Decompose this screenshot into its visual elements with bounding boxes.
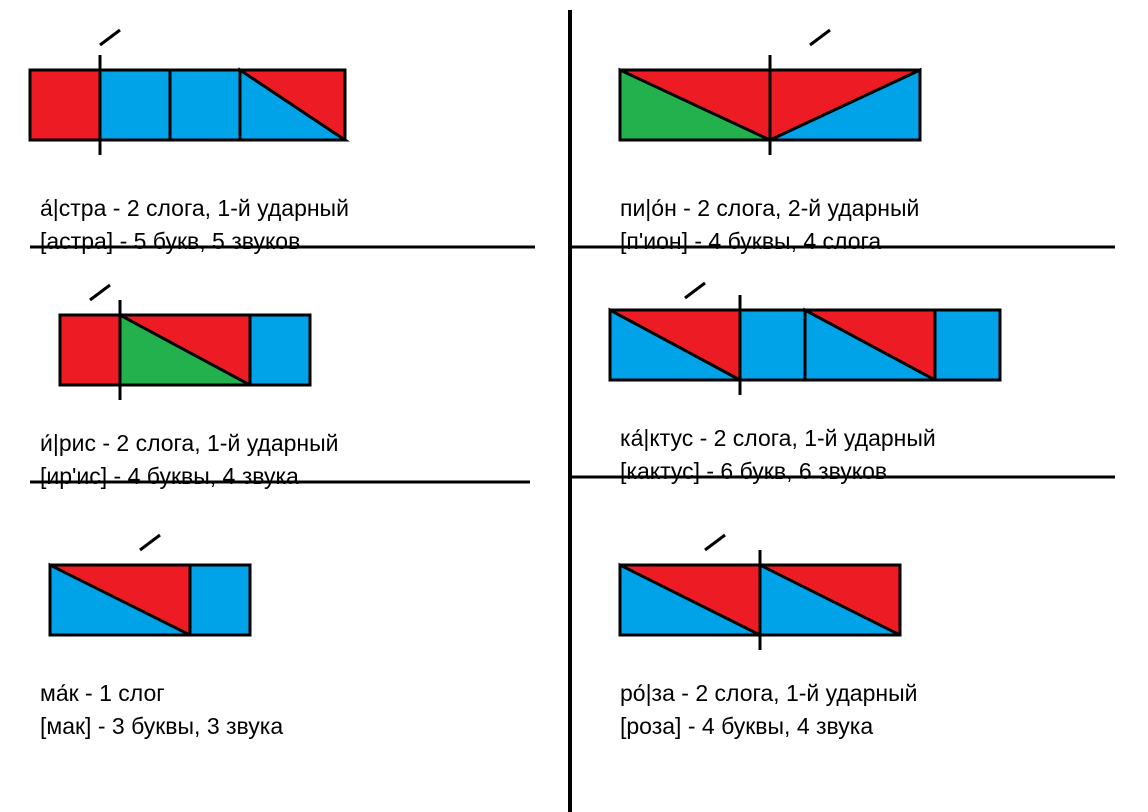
sound-box	[250, 315, 310, 385]
sound-box	[100, 70, 170, 140]
word-line2: [роза] - 4 буквы, 4 звука	[620, 713, 873, 740]
scheme-astra	[30, 30, 430, 160]
word-line1: пи|о́н - 2 слога, 2-й ударный	[620, 195, 919, 222]
word-astra: а́|стра - 2 слога, 1-й ударный[астра] - …	[30, 30, 430, 160]
stress-mark	[140, 535, 160, 550]
word-line2: [мак] - 3 буквы, 3 звука	[40, 713, 283, 740]
sound-box	[190, 565, 250, 635]
word-kaktus: ка́|ктус - 2 слога, 1-й ударный[кактус] …	[610, 290, 1050, 420]
stress-mark	[90, 285, 110, 300]
sound-box	[60, 315, 120, 385]
sound-box	[170, 70, 240, 140]
word-mak: ма́к - 1 слог[мак] - 3 буквы, 3 звука	[30, 545, 430, 675]
word-line1: а́|стра - 2 слога, 1-й ударный	[40, 195, 349, 222]
word-line1: ка́|ктус - 2 слога, 1-й ударный	[620, 425, 936, 452]
scheme-iris	[30, 295, 430, 425]
scheme-mak	[30, 545, 430, 675]
stress-mark	[705, 535, 725, 550]
word-line1: ро́|за - 2 слога, 1-й ударный	[620, 680, 917, 707]
sound-box	[30, 70, 100, 140]
sound-box	[740, 310, 805, 380]
sound-box	[935, 310, 1000, 380]
stress-mark	[100, 30, 120, 45]
stress-mark	[810, 30, 830, 45]
stress-mark	[685, 283, 705, 298]
scheme-kaktus	[610, 290, 1050, 420]
scheme-roza	[610, 545, 1010, 675]
word-iris: и́|рис - 2 слога, 1-й ударный[ир'ис] - 4…	[30, 295, 430, 425]
word-pion: пи|о́н - 2 слога, 2-й ударный[п'ион] - 4…	[610, 30, 1010, 160]
scheme-pion	[610, 30, 1010, 160]
word-line1: и́|рис - 2 слога, 1-й ударный	[40, 430, 339, 457]
word-roza: ро́|за - 2 слога, 1-й ударный[роза] - 4 …	[610, 545, 1010, 675]
word-line1: ма́к - 1 слог	[40, 680, 165, 707]
